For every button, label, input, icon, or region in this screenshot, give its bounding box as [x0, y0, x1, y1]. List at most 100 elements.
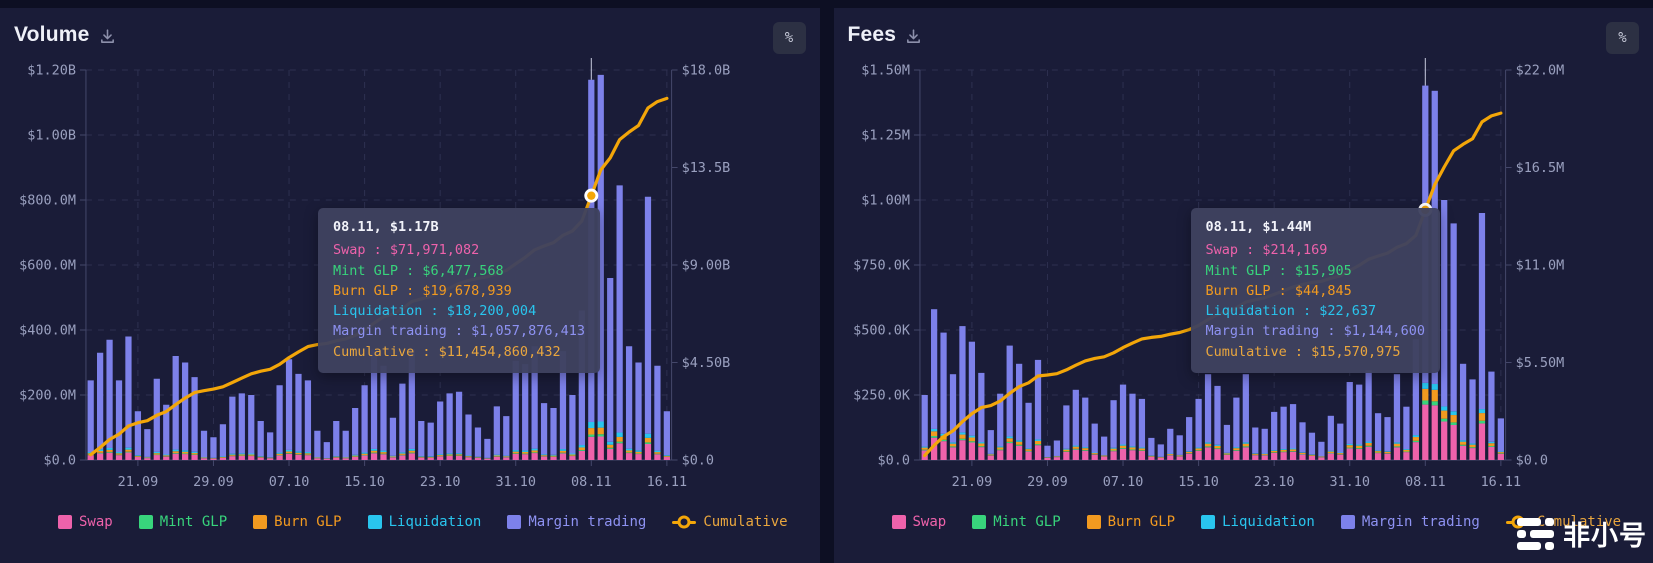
bar-segment-burn_glp[interactable] — [559, 450, 567, 453]
bar-segment-burn_glp[interactable] — [1204, 443, 1211, 447]
bar-segment-liquidation[interactable] — [1355, 444, 1362, 446]
bar-segment-margin_trading[interactable] — [257, 421, 264, 457]
bar-segment-margin_trading[interactable] — [1374, 413, 1381, 451]
bar-segment-burn_glp[interactable] — [172, 451, 179, 454]
bar-segment-burn_glp[interactable] — [96, 450, 104, 453]
bar-segment-burn_glp[interactable] — [1279, 449, 1287, 452]
bar-segment-liquidation[interactable] — [1091, 452, 1098, 454]
bar-segment-swap[interactable] — [968, 442, 975, 460]
bar-segment-swap[interactable] — [1440, 421, 1447, 460]
bar-segment-swap[interactable] — [229, 456, 236, 460]
bar-segment-swap[interactable] — [987, 455, 994, 460]
bar-segment-swap[interactable] — [399, 455, 406, 460]
bar-segment-margin_trading[interactable] — [503, 416, 510, 456]
bar-segment-swap[interactable] — [569, 456, 576, 460]
bar-segment-swap[interactable] — [540, 456, 548, 460]
download-icon[interactable] — [905, 28, 922, 45]
bar-segment-mint_glp[interactable] — [1412, 440, 1419, 443]
bar-segment-liquidation[interactable] — [238, 453, 245, 455]
bar-segment-burn_glp[interactable] — [987, 454, 994, 456]
bar-segment-liquidation[interactable] — [512, 450, 519, 452]
bar-segment-liquidation[interactable] — [531, 448, 538, 451]
bar-segment-liquidation[interactable] — [427, 456, 434, 457]
bar-segment-liquidation[interactable] — [219, 456, 227, 457]
bar-segment-liquidation[interactable] — [446, 453, 453, 455]
bar-segment-burn_glp[interactable] — [370, 450, 378, 453]
bar-segment-margin_trading[interactable] — [361, 385, 368, 453]
bar-segment-margin_trading[interactable] — [550, 408, 557, 455]
bar-segment-swap[interactable] — [503, 457, 510, 460]
bar-segment-margin_trading[interactable] — [1261, 428, 1268, 454]
bar-segment-swap[interactable] — [958, 440, 966, 460]
bar-segment-swap[interactable] — [512, 453, 519, 460]
bar-segment-burn_glp[interactable] — [1185, 451, 1192, 454]
bar-segment-burn_glp[interactable] — [569, 454, 576, 456]
bar-segment-swap[interactable] — [1176, 456, 1183, 460]
bar-segment-mint_glp[interactable] — [1213, 448, 1221, 450]
bar-segment-liquidation[interactable] — [588, 421, 595, 429]
bar-segment-liquidation[interactable] — [172, 449, 179, 452]
bar-segment-margin_trading[interactable] — [644, 196, 652, 434]
bar-segment-mint_glp[interactable] — [921, 449, 928, 451]
bar-segment-swap[interactable] — [267, 458, 274, 460]
bar-segment-liquidation[interactable] — [1006, 436, 1013, 439]
bar-segment-swap[interactable] — [1317, 457, 1325, 460]
bar-segment-burn_glp[interactable] — [389, 456, 397, 458]
bar-segment-liquidation[interactable] — [1279, 449, 1287, 450]
bar-segment-burn_glp[interactable] — [182, 451, 189, 454]
bar-segment-margin_trading[interactable] — [1062, 405, 1069, 449]
legend-item-margin_trading[interactable]: Margin trading — [507, 514, 646, 530]
bar-segment-burn_glp[interactable] — [540, 455, 548, 457]
bar-segment-mint_glp[interactable] — [172, 453, 179, 454]
bar-segment-swap[interactable] — [153, 455, 160, 460]
bar-segment-margin_trading[interactable] — [380, 365, 387, 451]
bar-segment-burn_glp[interactable] — [1298, 452, 1306, 455]
bar-segment-margin_trading[interactable] — [1431, 90, 1438, 384]
bar-segment-swap[interactable] — [949, 447, 956, 460]
download-icon[interactable] — [99, 28, 116, 45]
bar-segment-margin_trading[interactable] — [512, 360, 519, 451]
bar-segment-liquidation[interactable] — [1450, 411, 1457, 416]
bar-segment-swap[interactable] — [418, 457, 425, 460]
bar-segment-margin_trading[interactable] — [493, 406, 500, 455]
bar-segment-burn_glp[interactable] — [238, 454, 245, 456]
bar-segment-burn_glp[interactable] — [1393, 443, 1400, 447]
bar-segment-margin_trading[interactable] — [304, 380, 312, 453]
bar-segment-swap[interactable] — [1194, 450, 1202, 460]
bar-segment-mint_glp[interactable] — [106, 451, 113, 453]
fees-chart-canvas[interactable]: $1.50M $1.25M $1.00M $750.0K $500.0K $250.0K $… — [834, 47, 1653, 502]
bar-segment-burn_glp[interactable] — [106, 449, 113, 452]
bar-segment-burn_glp[interactable] — [1459, 441, 1466, 445]
bar-segment-liquidation[interactable] — [1024, 448, 1032, 450]
bar-segment-swap[interactable] — [493, 456, 500, 460]
bar-segment-burn_glp[interactable] — [418, 456, 425, 458]
bar-segment-swap[interactable] — [1393, 447, 1400, 460]
bar-segment-mint_glp[interactable] — [408, 452, 415, 454]
bar-segment-margin_trading[interactable] — [210, 437, 217, 458]
bar-segment-liquidation[interactable] — [522, 450, 529, 452]
bar-segment-margin_trading[interactable] — [389, 417, 397, 456]
bar-segment-liquidation[interactable] — [1440, 406, 1447, 411]
bar-segment-burn_glp[interactable] — [163, 455, 170, 457]
bar-segment-margin_trading[interactable] — [1365, 370, 1372, 442]
legend-item-burn_glp[interactable]: Burn GLP — [253, 514, 342, 530]
bar-segment-liquidation[interactable] — [1223, 452, 1230, 454]
bar-segment-swap[interactable] — [1365, 446, 1372, 460]
bar-segment-burn_glp[interactable] — [380, 452, 387, 454]
bar-segment-liquidation[interactable] — [1194, 447, 1202, 449]
bar-segment-margin_trading[interactable] — [1128, 393, 1136, 447]
bar-segment-swap[interactable] — [1043, 457, 1051, 460]
bar-segment-margin_trading[interactable] — [958, 326, 966, 433]
bar-segment-burn_glp[interactable] — [1431, 389, 1438, 402]
bar-segment-swap[interactable] — [1402, 452, 1410, 460]
bar-segment-swap[interactable] — [96, 453, 104, 460]
bar-segment-margin_trading[interactable] — [408, 349, 415, 449]
bar-segment-swap[interactable] — [257, 457, 264, 460]
bar-segment-burn_glp[interactable] — [115, 453, 123, 455]
bar-segment-liquidation[interactable] — [1327, 450, 1334, 452]
bar-segment-margin_trading[interactable] — [229, 396, 236, 454]
bar-segment-burn_glp[interactable] — [531, 450, 538, 453]
bar-segment-burn_glp[interactable] — [949, 443, 956, 447]
bar-segment-mint_glp[interactable] — [1015, 444, 1022, 446]
bar-segment-burn_glp[interactable] — [361, 453, 368, 455]
